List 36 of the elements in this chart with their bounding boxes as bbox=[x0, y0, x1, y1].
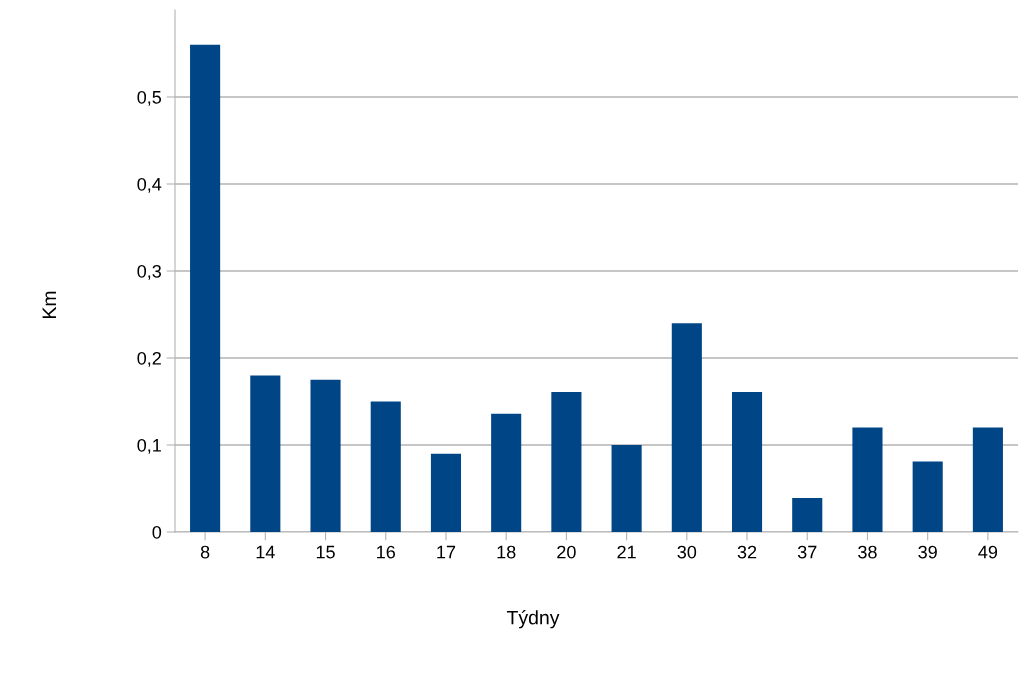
bar bbox=[671, 323, 702, 532]
y-tick-label: 0,5 bbox=[137, 90, 162, 106]
bar bbox=[310, 379, 341, 532]
bar bbox=[190, 44, 221, 532]
x-tick-label: 32 bbox=[737, 545, 757, 559]
x-tick-label: 49 bbox=[978, 545, 998, 559]
bar bbox=[852, 427, 883, 532]
y-tick-label: 0,4 bbox=[137, 177, 162, 193]
bar bbox=[250, 375, 281, 532]
x-tick-label: 21 bbox=[617, 545, 636, 559]
x-tick-label: 18 bbox=[497, 545, 516, 559]
x-tick-label: 8 bbox=[200, 545, 210, 559]
x-axis-title: Týdny bbox=[506, 610, 560, 629]
x-tick-label: 38 bbox=[858, 545, 877, 559]
bar bbox=[792, 498, 823, 532]
x-tick-label: 16 bbox=[377, 545, 395, 559]
bar bbox=[611, 445, 642, 532]
bar bbox=[912, 461, 943, 532]
bar bbox=[731, 391, 763, 532]
x-tick-label: 17 bbox=[437, 545, 456, 559]
x-tick-label: 15 bbox=[316, 545, 335, 559]
bar bbox=[430, 453, 462, 532]
y-tick-label: 0,3 bbox=[137, 264, 162, 280]
x-tick-label: 39 bbox=[918, 545, 937, 559]
bar bbox=[370, 401, 401, 532]
y-tick-label: 0 bbox=[152, 525, 162, 539]
y-tick-label: 0,2 bbox=[137, 351, 161, 367]
y-axis-title: Km bbox=[42, 291, 56, 318]
y-tick-label: 0,1 bbox=[137, 438, 161, 454]
bar bbox=[551, 391, 582, 532]
bar bbox=[972, 427, 1003, 532]
bar bbox=[491, 413, 522, 532]
x-tick-label: 37 bbox=[797, 545, 817, 559]
x-tick-label: 20 bbox=[557, 545, 576, 559]
x-tick-label: 30 bbox=[677, 545, 697, 559]
x-tick-label: 14 bbox=[256, 545, 275, 559]
